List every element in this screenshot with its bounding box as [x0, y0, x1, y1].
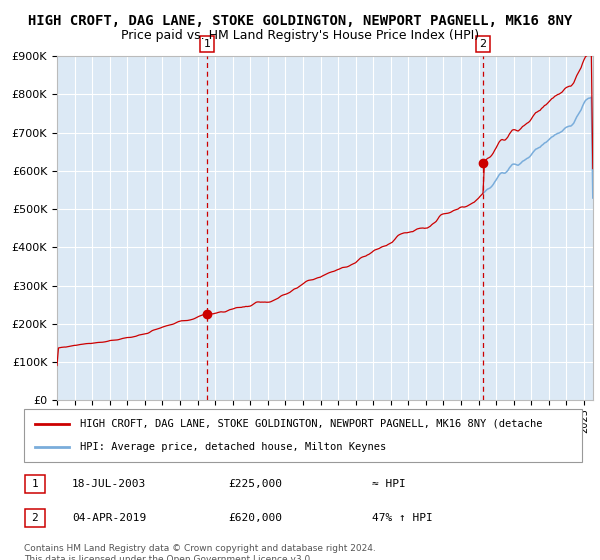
Text: Price paid vs. HM Land Registry's House Price Index (HPI): Price paid vs. HM Land Registry's House … — [121, 29, 479, 42]
FancyBboxPatch shape — [24, 409, 582, 462]
Text: 18-JUL-2003: 18-JUL-2003 — [72, 479, 146, 489]
Text: 2: 2 — [31, 513, 38, 523]
FancyBboxPatch shape — [25, 509, 44, 527]
Text: £225,000: £225,000 — [228, 479, 282, 489]
Text: 1: 1 — [31, 479, 38, 489]
Text: HIGH CROFT, DAG LANE, STOKE GOLDINGTON, NEWPORT PAGNELL, MK16 8NY: HIGH CROFT, DAG LANE, STOKE GOLDINGTON, … — [28, 14, 572, 28]
Text: 04-APR-2019: 04-APR-2019 — [72, 513, 146, 523]
Text: HIGH CROFT, DAG LANE, STOKE GOLDINGTON, NEWPORT PAGNELL, MK16 8NY (detache: HIGH CROFT, DAG LANE, STOKE GOLDINGTON, … — [80, 419, 542, 429]
Text: HPI: Average price, detached house, Milton Keynes: HPI: Average price, detached house, Milt… — [80, 442, 386, 452]
Text: £620,000: £620,000 — [228, 513, 282, 523]
Text: ≈ HPI: ≈ HPI — [372, 479, 406, 489]
Text: 47% ↑ HPI: 47% ↑ HPI — [372, 513, 433, 523]
FancyBboxPatch shape — [25, 475, 44, 493]
Text: Contains HM Land Registry data © Crown copyright and database right 2024.
This d: Contains HM Land Registry data © Crown c… — [24, 544, 376, 560]
Text: 2: 2 — [479, 39, 487, 49]
Text: 1: 1 — [203, 39, 211, 49]
